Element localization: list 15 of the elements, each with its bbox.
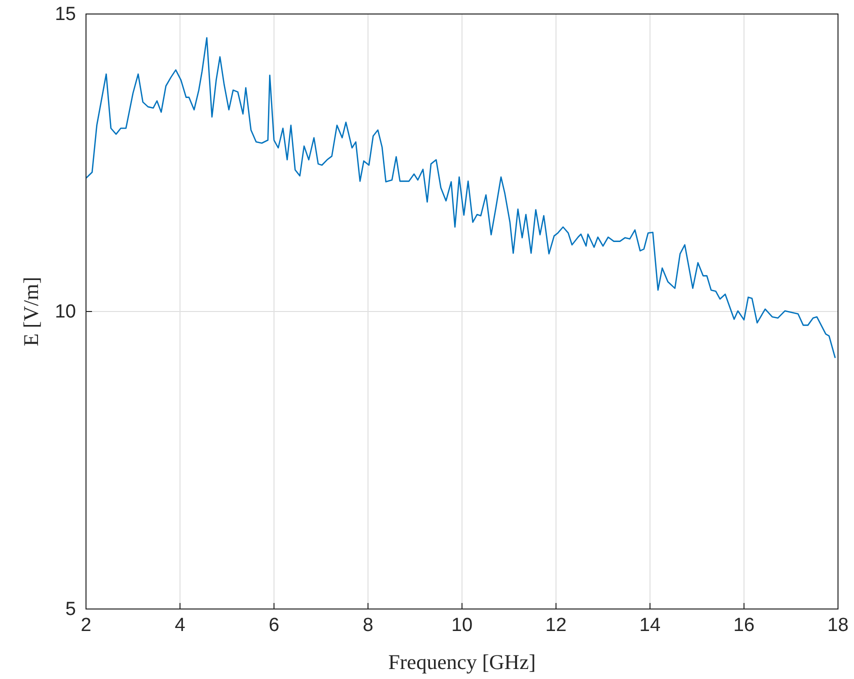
x-tick-label: 10 [451, 615, 473, 636]
x-tick-label: 8 [362, 615, 374, 636]
y-tick-label: 5 [65, 599, 76, 620]
y-tick-label: 15 [54, 4, 76, 25]
y-axis-title: E [V/m] [19, 276, 43, 346]
x-tick-label: 14 [639, 615, 661, 636]
x-tick-label: 18 [827, 615, 849, 636]
x-tick-label: 2 [80, 615, 92, 636]
x-tick-label: 16 [733, 615, 755, 636]
x-tick-label: 6 [268, 615, 280, 636]
y-tick-label: 10 [54, 302, 76, 322]
line-series [85, 37, 836, 359]
x-tick-label: 12 [545, 615, 567, 636]
x-axis-title: Frequency [GHz] [388, 650, 536, 674]
x-tick-label: 4 [174, 615, 186, 636]
